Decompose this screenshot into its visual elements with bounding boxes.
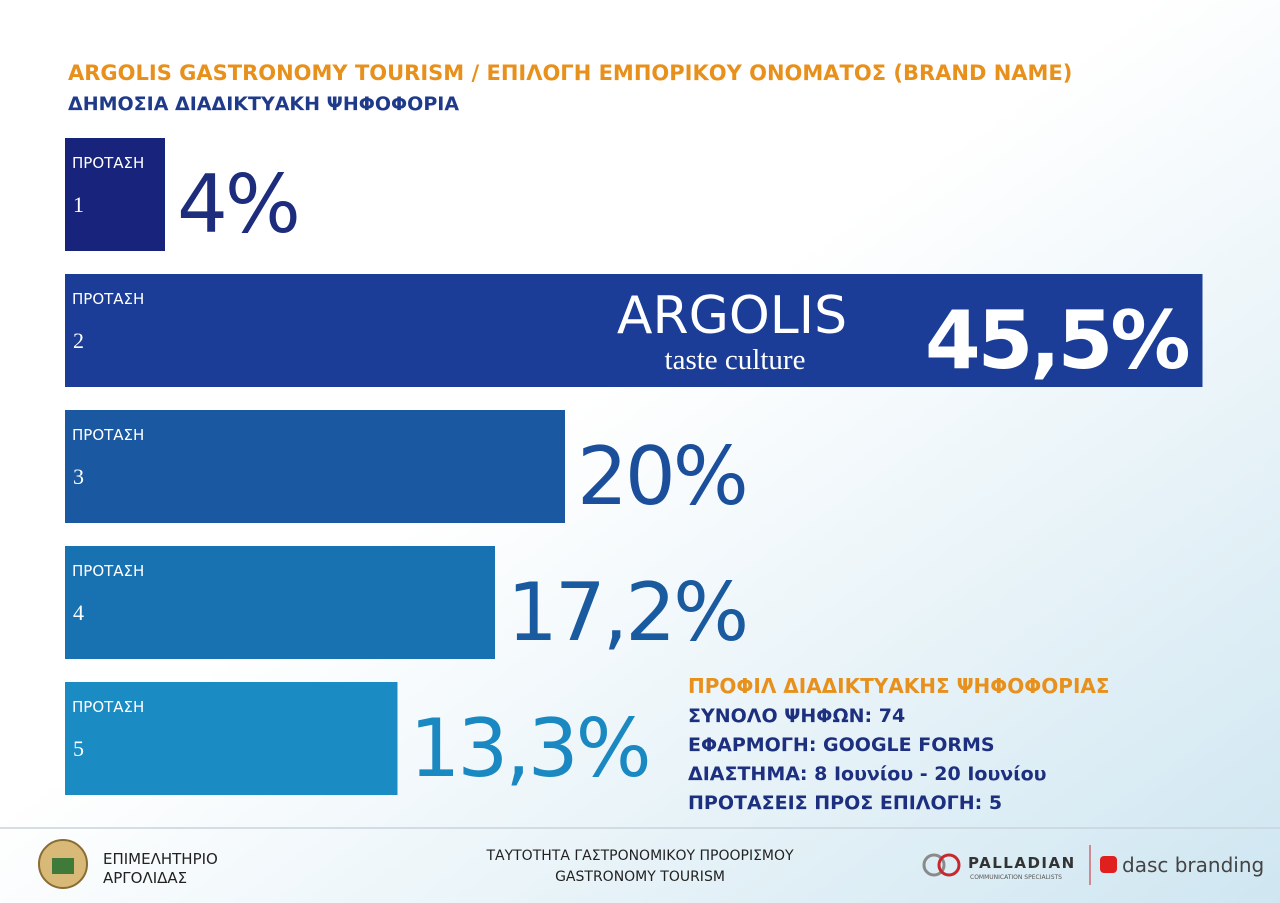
brand-logo: ARGOLIS xyxy=(617,286,847,346)
value-label: 13,3% xyxy=(410,702,649,795)
brand-tagline: taste culture xyxy=(665,344,806,376)
profile-line: ΠΡΟΤΑΣΕΙΣ ΠΡΟΣ ΕΠΙΛΟΓΗ: 5 xyxy=(688,792,1002,814)
value-label: 17,2% xyxy=(507,566,746,659)
category-label: 3 xyxy=(73,464,84,489)
org-name: ΑΡΓΟΛΙΔΑΣ xyxy=(103,869,187,887)
category-label: 5 xyxy=(73,736,84,761)
category-prefix: ΠΡΟΤΑΣΗ xyxy=(72,426,144,444)
bar xyxy=(65,410,565,523)
profile-line: ΕΦΑΡΜΟΓΗ: GOOGLE FORMS xyxy=(688,734,995,756)
category-prefix: ΠΡΟΤΑΣΗ xyxy=(72,698,144,716)
palladian-name: PALLADIAN xyxy=(968,854,1076,872)
category-label: 1 xyxy=(73,192,84,217)
chart-title: ARGOLIS GASTRONOMY TOURISM / ΕΠΙΛΟΓΗ ΕΜΠ… xyxy=(68,61,1072,85)
dasc-logo xyxy=(1100,856,1117,873)
category-label: 4 xyxy=(73,600,84,625)
category-prefix: ΠΡΟΤΑΣΗ xyxy=(72,562,144,580)
dasc-name: dasc branding xyxy=(1122,853,1264,877)
chart-subtitle: ΔΗΜΟΣΙΑ ΔΙΑΔΙΚΤΥΑΚΗ ΨΗΦΟΦΟΡΙΑ xyxy=(68,93,459,115)
value-label: 4% xyxy=(177,158,298,251)
category-prefix: ΠΡΟΤΑΣΗ xyxy=(72,290,144,308)
category-label: 2 xyxy=(73,328,84,353)
org-logo-detail xyxy=(52,858,74,874)
palladian-logo xyxy=(937,853,961,877)
palladian-logo xyxy=(922,853,946,877)
profile-title: ΠΡΟΦΙΛ ΔΙΑΔΙΚΤΥΑΚΗΣ ΨΗΦΟΦΟΡΙΑΣ xyxy=(688,674,1110,698)
bar xyxy=(65,274,1203,387)
profile-line: ΔΙΑΣΤΗΜΑ: 8 Ιουνίου - 20 Ιουνίου xyxy=(688,763,1047,785)
org-name: ΕΠΙΜΕΛΗΤΗΡΙΟ xyxy=(103,850,218,868)
profile-line: ΣΥΝΟΛΟ ΨΗΦΩΝ: 74 xyxy=(688,705,905,727)
bar xyxy=(65,546,495,659)
footer-center: ΤΑΥΤΟΤΗΤΑ ΓΑΣΤΡΟΝΟΜΙΚΟΥ ΠΡΟΟΡΙΣΜΟΥ xyxy=(485,848,794,864)
palladian-sub: COMMUNICATION SPECIALISTS xyxy=(970,874,1062,881)
footer-center: GASTRONOMY TOURISM xyxy=(555,869,725,885)
value-label: 20% xyxy=(577,430,746,523)
value-label: 45,5% xyxy=(925,294,1188,387)
bar xyxy=(65,138,165,251)
bars: ΠΡΟΤΑΣΗ 1 4% ΠΡΟΤΑΣΗ 2 45,5% ΠΡΟΤΑΣΗ 3 20% ΠΡΟΤΑΣ… xyxy=(65,138,1203,795)
bar xyxy=(65,682,398,795)
category-prefix: ΠΡΟΤΑΣΗ xyxy=(72,154,144,172)
